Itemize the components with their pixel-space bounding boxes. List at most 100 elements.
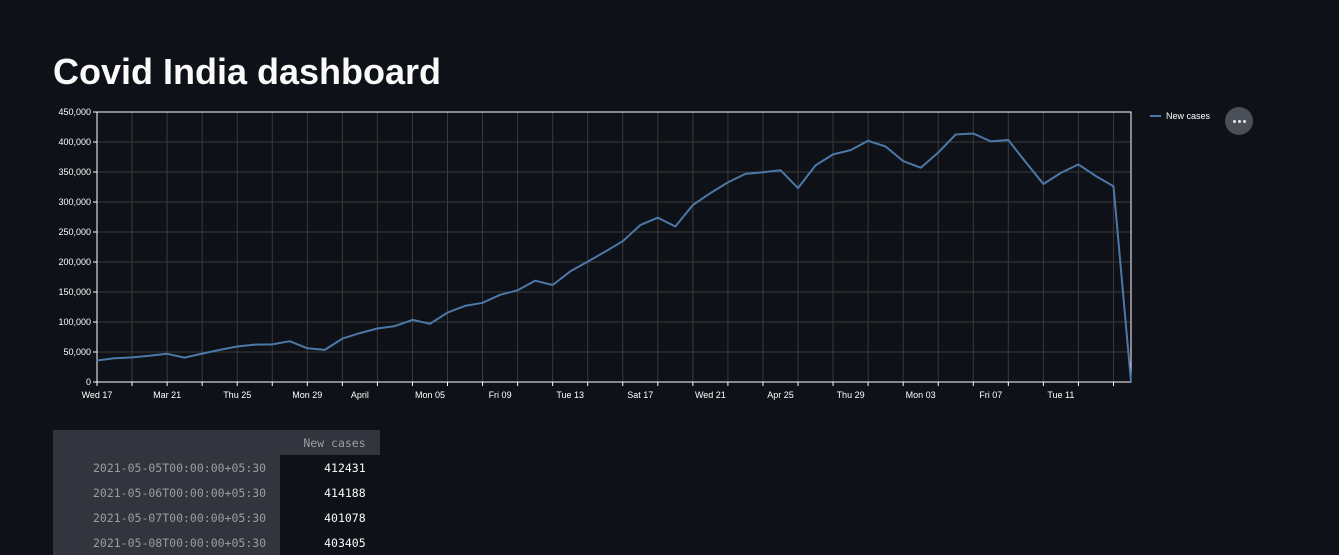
data-point — [657, 217, 658, 218]
x-tick-label: Fri 09 — [489, 390, 512, 400]
y-tick-label: 150,000 — [58, 287, 91, 297]
data-point — [763, 172, 764, 173]
data-point — [377, 328, 378, 329]
x-tick-label: Wed 17 — [82, 390, 113, 400]
data-point — [202, 353, 203, 354]
y-tick-label: 50,000 — [63, 347, 91, 357]
data-point — [780, 170, 781, 171]
data-point — [1008, 140, 1009, 141]
ellipsis-icon[interactable] — [1225, 107, 1253, 135]
data-point — [1078, 164, 1079, 165]
data-point — [955, 134, 956, 135]
table-row-date: 2021-05-08T00:00:00+05:30 — [53, 530, 281, 555]
data-point — [605, 251, 606, 252]
y-tick-label: 200,000 — [58, 257, 91, 267]
legend-label: New cases — [1166, 111, 1211, 121]
data-point — [692, 205, 693, 206]
series-line-new-cases — [96, 132, 1132, 383]
data-point — [587, 261, 588, 262]
data-point — [622, 241, 623, 242]
table-row-value: 403405 — [280, 530, 380, 555]
data-point — [1043, 184, 1044, 185]
data-point — [149, 355, 150, 356]
data-point — [289, 341, 290, 342]
data-point — [990, 141, 991, 142]
plot-frame — [96, 111, 1132, 383]
data-point — [324, 349, 325, 350]
table-row: 2021-05-07T00:00:00+05:30 401078 — [53, 505, 380, 530]
x-tick-label: Apr 25 — [767, 390, 794, 400]
data-point — [114, 358, 115, 359]
data-point — [1060, 172, 1061, 173]
data-point — [394, 326, 395, 327]
data-point — [903, 161, 904, 162]
data-point — [482, 302, 483, 303]
data-point — [272, 344, 273, 345]
data-table: New cases 2021-05-05T00:00:00+05:30 4124… — [53, 430, 380, 555]
table-index-header — [53, 430, 281, 455]
data-point — [1131, 382, 1132, 383]
data-point — [938, 152, 939, 153]
table-row-date: 2021-05-05T00:00:00+05:30 — [53, 455, 281, 480]
table-row: 2021-05-08T00:00:00+05:30 403405 — [53, 530, 380, 555]
data-point — [342, 338, 343, 339]
data-point — [167, 353, 168, 354]
y-tick-label: 300,000 — [58, 197, 91, 207]
x-tick-label: Fri 07 — [979, 390, 1002, 400]
legend[interactable]: New cases — [1150, 111, 1210, 121]
data-point — [850, 150, 851, 151]
data-point — [745, 173, 746, 174]
data-point — [833, 154, 834, 155]
y-tick-label: 400,000 — [58, 137, 91, 147]
table-column-header: New cases — [280, 430, 380, 455]
data-point — [640, 225, 641, 226]
x-tick-label: Mon 05 — [415, 390, 445, 400]
y-tick-label: 100,000 — [58, 317, 91, 327]
data-point — [868, 140, 869, 141]
x-tick-label: Wed 21 — [695, 390, 726, 400]
legend-swatch — [1150, 115, 1161, 117]
data-point — [1113, 186, 1114, 187]
data-point — [798, 188, 799, 189]
data-point — [1025, 162, 1026, 163]
table-row-value: 414188 — [280, 480, 380, 505]
y-tick-label: 0 — [86, 377, 91, 387]
table-row-date: 2021-05-06T00:00:00+05:30 — [53, 480, 281, 505]
data-point — [727, 182, 728, 183]
data-point — [447, 312, 448, 313]
data-point — [307, 348, 308, 349]
data-point — [675, 226, 676, 227]
x-tick-label: Mon 03 — [906, 390, 936, 400]
data-point — [535, 280, 536, 281]
x-tick-label: Mon 29 — [292, 390, 322, 400]
data-point — [465, 305, 466, 306]
data-point — [97, 360, 98, 361]
data-point — [132, 357, 133, 358]
data-point — [885, 146, 886, 147]
data-point — [430, 323, 431, 324]
y-tick-label: 450,000 — [58, 107, 91, 117]
data-point — [500, 294, 501, 295]
data-point — [815, 165, 816, 166]
data-point — [517, 290, 518, 291]
data-point — [973, 133, 974, 134]
data-point — [219, 349, 220, 350]
data-point — [1095, 176, 1096, 177]
table-row-value: 401078 — [280, 505, 380, 530]
data-point — [184, 357, 185, 358]
data-point — [237, 346, 238, 347]
table-row: 2021-05-06T00:00:00+05:30 414188 — [53, 480, 380, 505]
data-point — [920, 167, 921, 168]
y-tick-label: 250,000 — [58, 227, 91, 237]
table-row-date: 2021-05-07T00:00:00+05:30 — [53, 505, 281, 530]
data-point — [254, 344, 255, 345]
line-chart[interactable]: 0 50,000 100,000 150,000 200,000 250,000 300,0… — [0, 0, 1339, 430]
y-tick-label: 350,000 — [58, 167, 91, 177]
data-point — [710, 193, 711, 194]
x-tick-label: Sat 17 — [627, 390, 653, 400]
x-tick-label: Thu 25 — [223, 390, 251, 400]
table-row-value: 412431 — [280, 455, 380, 480]
x-tick-label: Tue 11 — [1047, 390, 1074, 400]
x-tick-label: Tue 13 — [556, 390, 584, 400]
data-point — [412, 319, 413, 320]
